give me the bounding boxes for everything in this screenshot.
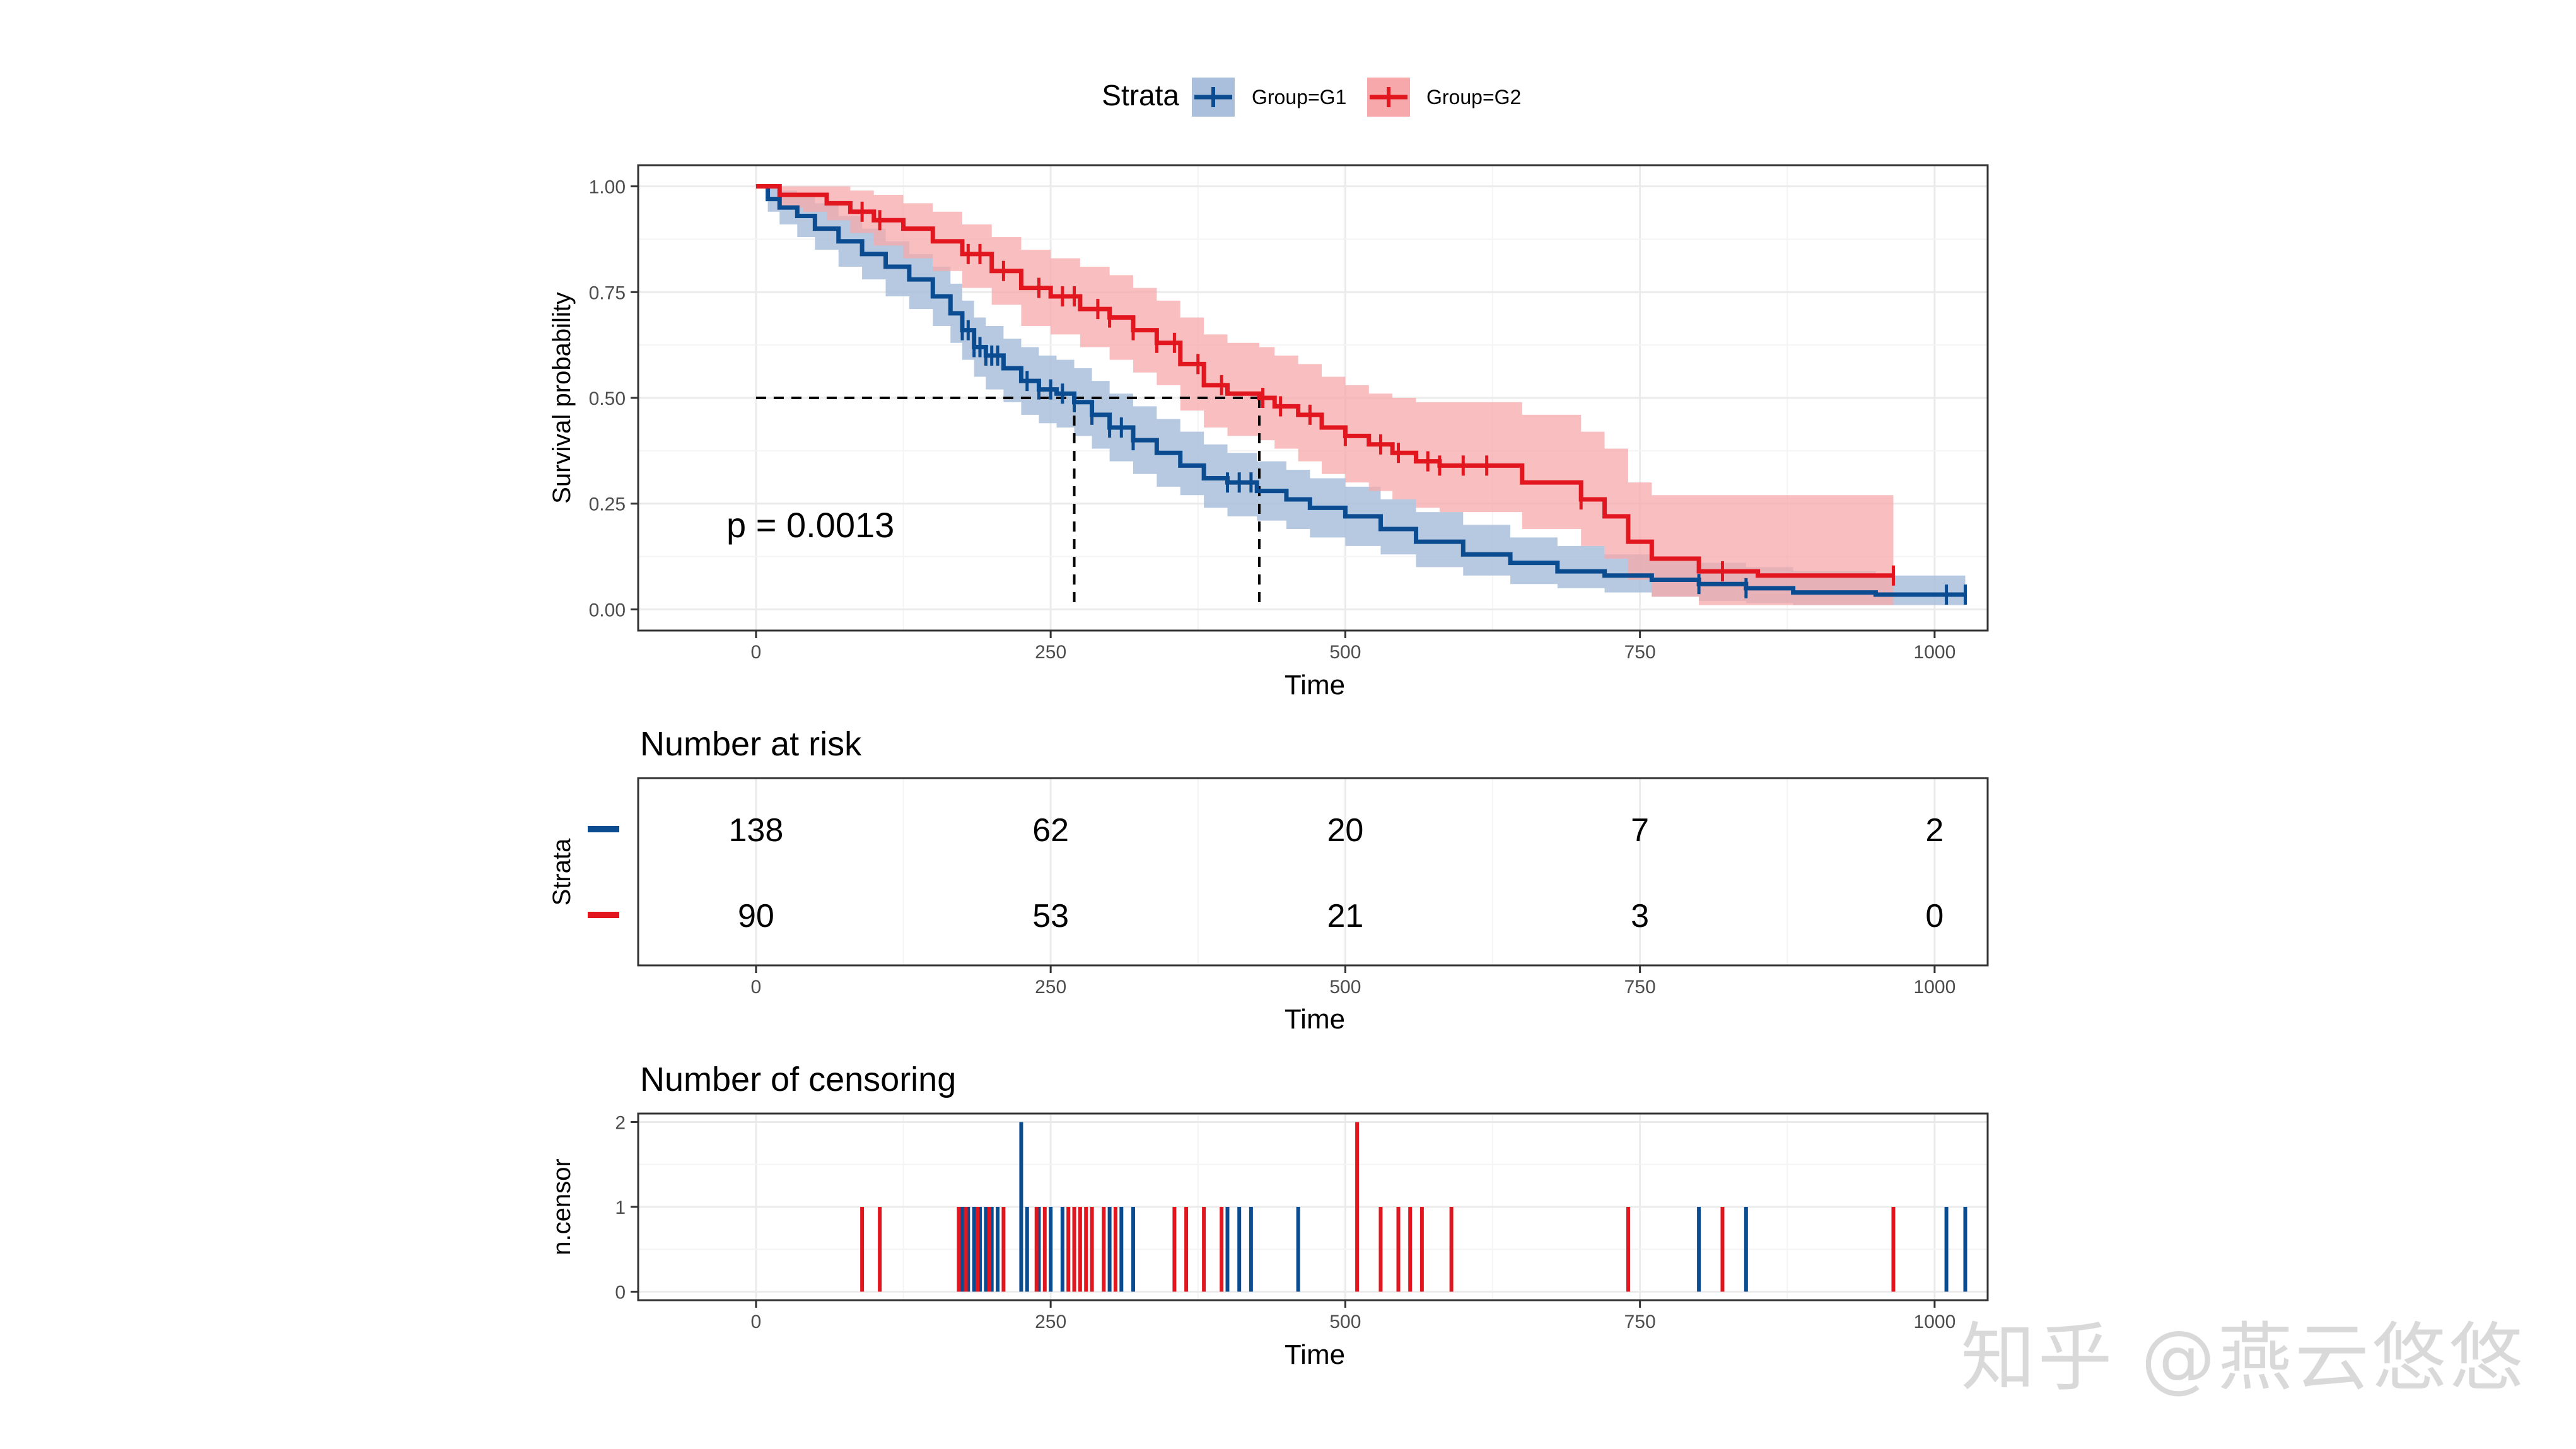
risk-cells: 138 62 20 7 2 90 53 21 3 0 bbox=[729, 812, 1944, 934]
censor-panel: Number of censoring 0 250 500 750 1000 0 1 2 T… bbox=[548, 1061, 1989, 1370]
risk-cell-g2: 3 bbox=[1631, 898, 1649, 934]
survival-censor-marks bbox=[860, 201, 1967, 605]
watermark: 知乎 @燕云悠悠 bbox=[1961, 1314, 2526, 1401]
risk-panel-border bbox=[637, 777, 1989, 967]
legend: Strata Group=G1 Group=G2 bbox=[1102, 78, 1521, 117]
legend-label-g1: Group=G1 bbox=[1252, 86, 1346, 108]
x-tick-label: 500 bbox=[1329, 1312, 1361, 1332]
ci-band-1 bbox=[755, 186, 1966, 605]
risk-cell-g2: 0 bbox=[1925, 898, 1944, 934]
risk-cell-g2: 21 bbox=[1327, 898, 1363, 934]
survival-p-value: p = 0.0013 bbox=[726, 505, 894, 545]
censor-x-label: Time bbox=[1285, 1339, 1345, 1370]
survival-panel: 0 250 500 750 1000 0.00 0.25 0.50 0.75 1.00 p = … bbox=[548, 164, 1989, 701]
legend-label-g2: Group=G2 bbox=[1426, 86, 1521, 108]
y-tick-label: 0.25 bbox=[589, 494, 626, 515]
censor-y-label: n.censor bbox=[548, 1158, 576, 1255]
censor-y-ticks: 0 1 2 bbox=[615, 1112, 638, 1303]
censor-bars bbox=[860, 1122, 1967, 1292]
risk-x-label: Time bbox=[1285, 1004, 1345, 1035]
y-tick-label: 0 bbox=[615, 1283, 626, 1303]
survival-y-ticks: 0.00 0.25 0.50 0.75 1.00 bbox=[589, 177, 638, 620]
x-tick-label: 1000 bbox=[1914, 1312, 1956, 1332]
risk-grid bbox=[755, 778, 1936, 965]
x-tick-label: 250 bbox=[1035, 642, 1066, 663]
median-survival-lines bbox=[755, 397, 1261, 610]
risk-cell-g2: 90 bbox=[738, 898, 774, 934]
risk-cell-g1: 138 bbox=[729, 812, 784, 849]
y-tick-label: 1.00 bbox=[589, 177, 626, 198]
legend-title: Strata bbox=[1102, 79, 1179, 112]
y-tick-label: 1 bbox=[615, 1197, 626, 1218]
y-tick-label: 2 bbox=[615, 1112, 626, 1133]
x-tick-label: 250 bbox=[1035, 977, 1066, 998]
survival-x-ticks: 0 250 500 750 1000 bbox=[751, 631, 1956, 663]
censor-x-ticks: 0 250 500 750 1000 bbox=[751, 1300, 1956, 1332]
x-tick-label: 0 bbox=[751, 977, 762, 998]
x-tick-label: 0 bbox=[751, 1312, 762, 1332]
survival-x-label: Time bbox=[1285, 670, 1345, 701]
risk-y-label: Strata bbox=[548, 838, 576, 905]
x-tick-label: 1000 bbox=[1914, 977, 1956, 998]
risk-cell-g1: 2 bbox=[1925, 812, 1944, 849]
risk-panel-bg bbox=[638, 778, 1988, 965]
survival-y-label: Survival probability bbox=[548, 292, 576, 504]
censor-title: Number of censoring bbox=[640, 1061, 956, 1098]
y-tick-label: 0.50 bbox=[589, 388, 626, 409]
risk-cell-g1: 20 bbox=[1327, 812, 1363, 849]
x-tick-label: 500 bbox=[1329, 977, 1361, 998]
survival-curve-g2 bbox=[755, 184, 1894, 578]
x-tick-label: 750 bbox=[1624, 977, 1656, 998]
x-tick-label: 750 bbox=[1624, 1312, 1656, 1332]
y-tick-label: 0.00 bbox=[589, 600, 626, 620]
risk-cell-g1: 62 bbox=[1032, 812, 1069, 849]
risk-cell-g2: 53 bbox=[1032, 898, 1069, 934]
x-tick-label: 750 bbox=[1624, 642, 1656, 663]
x-tick-label: 250 bbox=[1035, 1312, 1066, 1332]
risk-table-title: Number at risk bbox=[640, 725, 862, 763]
risk-cell-g1: 7 bbox=[1631, 812, 1649, 849]
x-tick-label: 1000 bbox=[1914, 642, 1956, 663]
x-tick-label: 500 bbox=[1329, 642, 1361, 663]
y-tick-label: 0.75 bbox=[589, 282, 626, 303]
x-tick-label: 0 bbox=[751, 642, 762, 663]
risk-table-panel: Number at risk 138 62 20 7 2 90 53 21 3 0 0 250 500… bbox=[548, 725, 1989, 1035]
risk-x-ticks: 0 250 500 750 1000 bbox=[751, 965, 1956, 998]
